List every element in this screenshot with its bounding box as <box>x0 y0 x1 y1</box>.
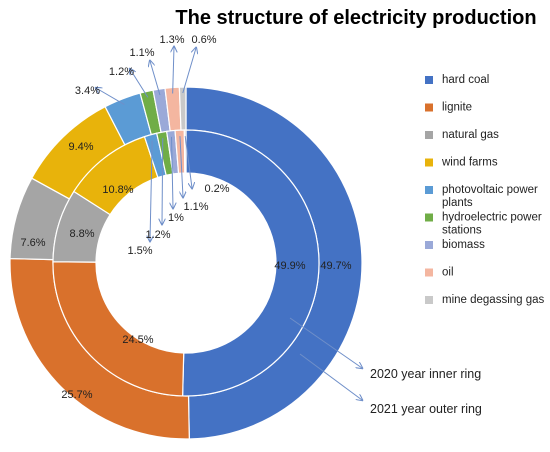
outer-label-hydroelectric-power-stations: 1.2% <box>109 66 134 78</box>
legend: hard coal lignite natural gas wind farms pho… <box>425 74 545 306</box>
outer-label-lignite: 25.7% <box>61 389 92 401</box>
inner-leader-hydroelectric-power-stations <box>162 138 163 224</box>
inner-label-wind-farms: 10.8% <box>102 184 133 196</box>
outer-label-photovoltaic-power-plants: 3.4% <box>75 85 100 97</box>
legend-item-photovoltaic-power-plants: photovoltaic power plants <box>425 184 541 209</box>
legend-label: hydroelectric power stations <box>442 212 545 237</box>
inner-leader-mine-degassing-gas <box>184 135 192 188</box>
legend-swatch <box>425 296 433 304</box>
legend-swatch <box>425 213 433 222</box>
outer-slice-mine-degassing-gas <box>178 86 187 131</box>
inner-label-oil: 1.1% <box>183 201 208 213</box>
legend-label: oil <box>442 267 454 279</box>
legend-item-oil: oil <box>425 267 454 279</box>
annotation-inner-arrow <box>289 317 362 368</box>
outer-label-oil: 1.3% <box>159 34 184 46</box>
legend-item-lignite: lignite <box>425 102 472 114</box>
inner-label-hard-coal: 49.9% <box>274 260 305 272</box>
inner-leader-photovoltaic-power-plants <box>150 140 152 241</box>
legend-swatch <box>425 268 433 277</box>
outer-label-hard-coal: 49.7% <box>320 260 351 272</box>
legend-item-hard-coal: hard coal <box>425 74 489 86</box>
annotation-outer-arrow <box>299 353 362 400</box>
legend-label: mine degassing gas <box>442 294 545 306</box>
outer-leader-hydroelectric-power-stations <box>130 69 149 98</box>
legend-item-wind-farms: wind farms <box>425 157 498 169</box>
data-labels: 49.7% 25.7% 7.6% 9.4% 49.9% 24.5% 8.8% 10.8% 3.4… <box>20 34 351 401</box>
legend-swatch <box>425 131 433 139</box>
outer-leader-oil <box>173 47 174 94</box>
outer-leader-biomass <box>150 61 161 96</box>
outer-leader-photovoltaic-power-plants <box>96 88 125 105</box>
leader-lines <box>96 47 196 241</box>
outer-label-mine-degassing-gas: 0.6% <box>191 34 216 46</box>
legend-label: photovoltaic power plants <box>442 184 541 209</box>
legend-item-natural-gas: natural gas <box>425 129 499 141</box>
inner-label-hydroelectric-power-stations: 1.2% <box>145 229 170 241</box>
chart-title: The structure of electricity production <box>175 7 536 29</box>
inner-slice-hard-coal <box>182 129 320 397</box>
outer-label-wind-farms: 9.4% <box>68 141 93 153</box>
inner-leader-biomass <box>172 136 173 208</box>
outer-label-natural-gas: 7.6% <box>20 237 45 249</box>
legend-swatch <box>425 186 433 194</box>
inner-label-mine-degassing-gas: 0.2% <box>204 183 229 195</box>
inner-leader-oil <box>180 136 183 197</box>
legend-item-mine-degassing-gas: mine degassing gas <box>425 294 545 306</box>
legend-label: wind farms <box>441 157 498 169</box>
outer-label-biomass: 1.1% <box>129 47 154 59</box>
legend-swatch <box>425 76 433 84</box>
legend-label: hard coal <box>442 74 489 86</box>
legend-item-biomass: biomass <box>425 239 485 251</box>
outer-ring-2021 <box>9 86 363 440</box>
inner-label-biomass: 1% <box>168 212 184 224</box>
inner-label-natural-gas: 8.8% <box>69 228 94 240</box>
legend-label: lignite <box>442 102 472 114</box>
annotation-outer-ring: 2021 year outer ring <box>370 402 482 416</box>
legend-label: natural gas <box>442 129 499 141</box>
inner-ring-2020 <box>52 129 320 397</box>
inner-label-photovoltaic-power-plants: 1.5% <box>127 245 152 257</box>
legend-swatch <box>425 103 433 112</box>
outer-leader-mine-degassing-gas <box>182 48 196 94</box>
legend-swatch <box>425 241 433 249</box>
legend-label: biomass <box>442 239 485 251</box>
legend-swatch <box>425 158 433 167</box>
annotation-inner-ring: 2020 year inner ring <box>370 367 481 381</box>
legend-item-hydroelectric-power-stations: hydroelectric power stations <box>425 212 545 237</box>
ring-annotations: 2020 year inner ring 2021 year outer ring <box>289 317 482 416</box>
inner-label-lignite: 24.5% <box>122 334 153 346</box>
